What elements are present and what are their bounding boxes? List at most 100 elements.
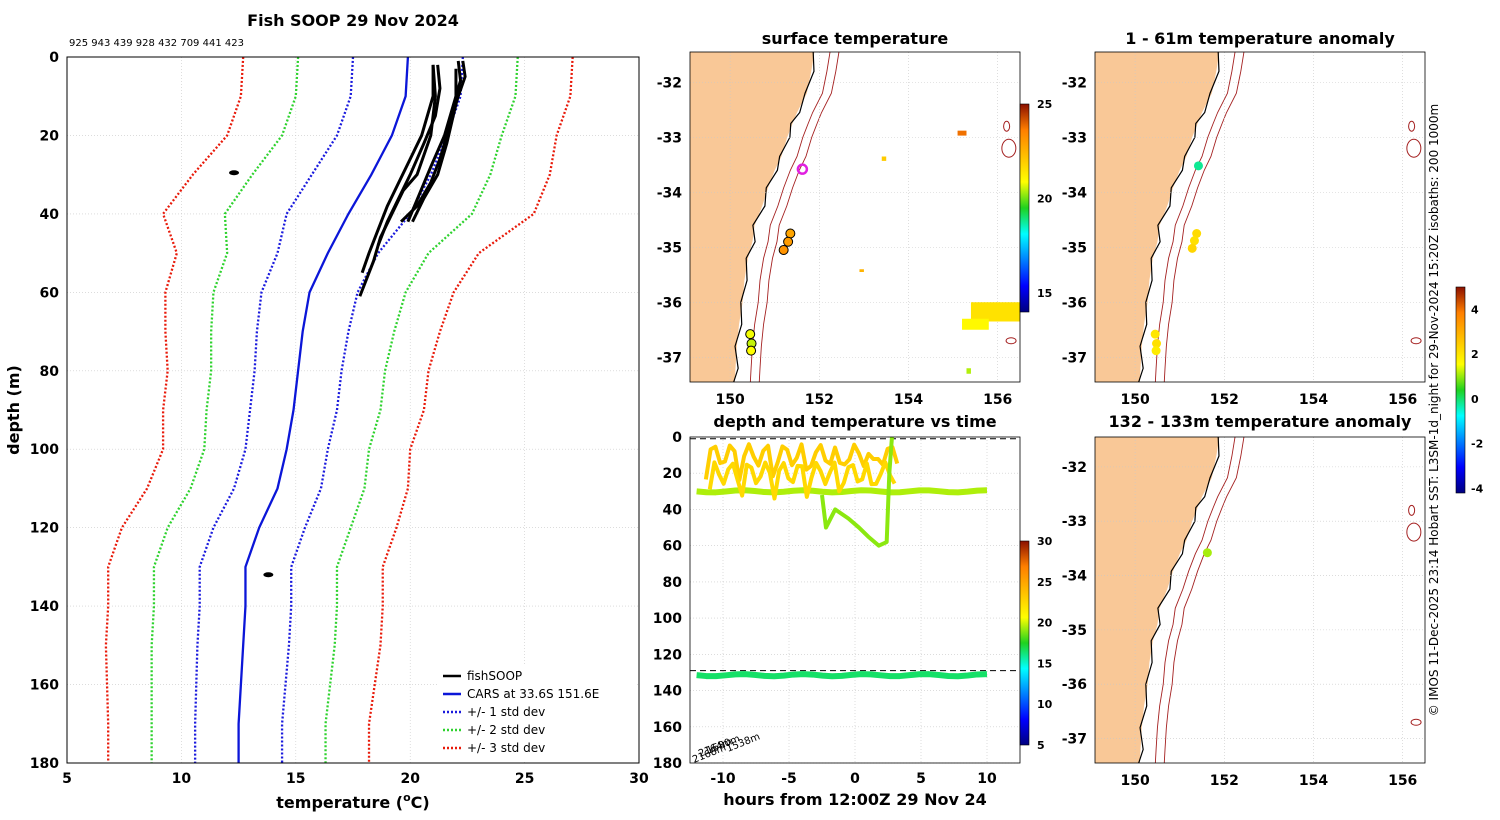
seamount-contour-small [1003, 120, 1011, 132]
legend-label-fishsoop: fishSOOP [467, 669, 522, 683]
time-xlabel: hours from 12:00Z 29 Nov 24 [723, 790, 986, 809]
cars-mean-line [237, 57, 410, 763]
map-xtick-label-2: 154 [894, 392, 923, 408]
map-ytick-label-1: -33 [1062, 130, 1087, 146]
map-ytick-label-1: -33 [1062, 514, 1087, 530]
map-xtick-label-1: 152 [1210, 392, 1239, 408]
time-ytick-label-3: 60 [663, 539, 683, 555]
map-ytick-label-3: -35 [1062, 240, 1087, 256]
profile-lines [104, 57, 574, 763]
surface-temperature-panel: surface temperature 150 152 154 156 -32 -33 -3… [657, 29, 1053, 408]
legend-label-cars: CARS at 33.6S 151.6E [467, 687, 599, 701]
time-ytick-label-2: 40 [663, 502, 683, 518]
std2-lower-line [150, 57, 300, 763]
anomaly-shallow-point-0 [1193, 161, 1203, 171]
isobath-1000m [1163, 437, 1245, 763]
isobath-200m [1154, 437, 1236, 763]
fishsoop-profile-3 [399, 60, 467, 223]
anomaly-deep-point-0 [1202, 548, 1212, 558]
sst-patch-0 [970, 302, 1020, 322]
surface-point-3 [785, 228, 796, 239]
anomaly-colorbar-tick-1: -2 [1471, 438, 1483, 451]
surface-point-0 [745, 329, 756, 340]
map-ytick-label-4: -36 [1062, 295, 1087, 311]
profile-title: Fish SOOP 29 Nov 2024 [247, 11, 459, 30]
legend-label-std1: +/- 1 std dev [467, 705, 545, 719]
profile-ytick-label-4: 80 [40, 364, 60, 380]
map-ytick-label-0: -32 [1062, 460, 1087, 476]
anomaly-shallow-title: 1 - 61m temperature anomaly [1125, 29, 1395, 48]
sst-patch-4 [881, 156, 887, 161]
time-ytick-label-1: 20 [663, 466, 683, 482]
anomaly-colorbar-tick-0: -4 [1471, 483, 1484, 496]
anomaly-shallow-panel: 1 - 61m temperature anomaly 150 152 154 156… [1062, 29, 1426, 408]
std1-lower-line [193, 57, 355, 763]
surface-colorbar: 15 20 25 [1019, 98, 1053, 313]
map-xtick-label-1: 152 [1210, 773, 1239, 789]
time-panel: depth and temperature vs time -10 -5 0 5 100… [653, 412, 1053, 809]
map-xtick-label-3: 156 [1388, 773, 1417, 789]
surface-colorbar-tick-1: 20 [1037, 193, 1053, 206]
map-xtick-label-1: 152 [805, 392, 834, 408]
seamount-contour [1001, 138, 1017, 158]
time-colorbar-bar [1019, 540, 1030, 746]
time-ytick-label-8: 160 [653, 720, 682, 736]
map-ytick-label-0: -32 [1062, 75, 1087, 91]
time-xtick-label-3: 5 [916, 771, 926, 787]
credit-text: © IMOS 11-Dec-2025 23:14 Hobart SST: L3S… [1427, 104, 1441, 717]
surface-point-2 [746, 345, 757, 356]
fishsoop-profile-1 [376, 64, 442, 246]
anomaly-shallow-map-box [1094, 51, 1426, 383]
sst-patch-1 [962, 318, 989, 330]
profile-xtick-label-2: 15 [286, 771, 305, 787]
profile-ytick-label-1: 20 [40, 128, 60, 144]
profile-xtick-label-0: 5 [62, 771, 72, 787]
legend-label-std3: +/- 3 std dev [467, 741, 545, 755]
time-xtick-label-0: -10 [710, 771, 736, 787]
time-ytick-label-5: 100 [653, 611, 682, 627]
fishsoop-blip-0 [229, 170, 240, 176]
time-colorbar-tick-2: 15 [1037, 657, 1052, 670]
seamount-contour-small [1408, 120, 1416, 132]
std2-upper-line [324, 57, 519, 763]
anomaly-colorbar-tick-4: 4 [1471, 303, 1479, 316]
profile-ytick-label-9: 180 [30, 756, 59, 772]
anomaly-colorbar: -4 -2 0 2 4 [1455, 286, 1484, 496]
surface-colorbar-bar [1019, 103, 1030, 313]
anomaly-deep-map-box [1094, 436, 1426, 764]
map-ytick-label-5: -37 [657, 350, 682, 366]
anomaly-shallow-point-4 [1150, 329, 1160, 339]
time-xtick-label-1: -5 [781, 771, 797, 787]
sst-patch-5 [859, 269, 864, 272]
anomaly-shallow-point-6 [1151, 346, 1161, 356]
legend-box [437, 665, 637, 761]
seamount-contour [1406, 522, 1422, 542]
time-rotated-labels: 2168m 2164m 1680m 1538m [691, 731, 762, 765]
fishsoop-blip-1 [263, 572, 274, 578]
time-ytick-label-4: 80 [663, 575, 683, 591]
std1-upper-line [280, 57, 464, 763]
profile-ytick-label-0: 0 [49, 50, 59, 66]
std3-upper-line [367, 57, 574, 763]
time-ytick-label-0: 0 [672, 430, 682, 446]
map-xtick-label-2: 154 [1299, 392, 1328, 408]
map-xtick-label-0: 150 [716, 392, 745, 408]
profile-ylabel: depth (m) [4, 365, 23, 455]
anomaly-shallow-map-body [1095, 52, 1425, 382]
surface-point-4 [783, 236, 794, 247]
map-ytick-label-2: -34 [1062, 185, 1088, 201]
anomaly-deep-map-body [1095, 437, 1425, 763]
time-title: depth and temperature vs time [713, 412, 996, 431]
seamount-contour [1406, 138, 1422, 158]
profile-grid [66, 56, 640, 764]
time-track-mid-trap [696, 487, 988, 496]
time-ytick-label-9: 180 [653, 756, 682, 772]
profile-ytick-label-3: 60 [40, 285, 60, 301]
time-colorbar-tick-4: 25 [1037, 576, 1052, 589]
time-track-deep-trap [696, 671, 988, 680]
map-ytick-label-2: -34 [1062, 569, 1088, 585]
sst-patch-3 [966, 368, 971, 374]
map-ytick-label-0: -32 [657, 75, 682, 91]
